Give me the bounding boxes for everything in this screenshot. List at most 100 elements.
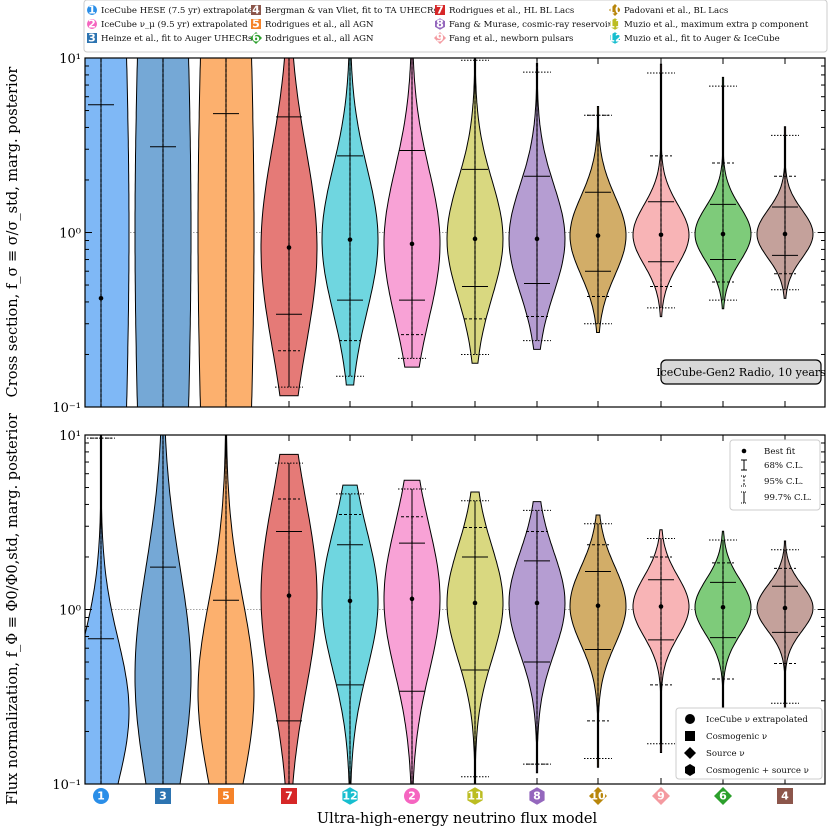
annotation-box — [660, 359, 822, 385]
best-fit-dot-6 — [720, 231, 726, 237]
legend-label-4: Bergman & van Vliet, fit to TA UHECRs — [265, 6, 438, 16]
type-hexagon-label: Cosmogenic + source ν — [706, 766, 809, 776]
legend-marker-3-label: 3 — [88, 32, 96, 45]
violin-6 — [694, 76, 752, 310]
legend-marker-5-label: 5 — [252, 18, 260, 31]
flux-normalization-panel: 10⁻¹ 10⁰ 10¹ — [52, 429, 826, 793]
violin-8 — [508, 58, 566, 350]
best-fit-dot-4 — [782, 231, 788, 237]
x-category-marker-11-label: 11 — [467, 790, 482, 803]
legend-label-1: IceCube HESE (7.5 yr) extrapolated — [101, 5, 259, 16]
best-fit-dot-11 — [472, 600, 478, 606]
best-fit-dot-6 — [720, 604, 726, 610]
cross-section-panel: 10⁻¹ 10⁰ 10¹ — [52, 52, 826, 416]
legend-marker-4-label: 4 — [252, 4, 260, 17]
x-category-marker-1 — [93, 788, 109, 804]
legend-label-10: Padovani et al., BL Lacs — [624, 6, 728, 16]
y-tick-label: 10¹ — [59, 52, 81, 67]
legend-marker-11 — [610, 18, 620, 30]
best-fit-dot-7 — [286, 245, 292, 250]
legend-box — [83, 0, 828, 53]
violin-6 — [694, 530, 752, 741]
violin-5 — [197, 435, 255, 784]
x-category-marker-2-label: 2 — [408, 790, 416, 803]
x-category-marker-8-label: 8 — [533, 790, 541, 803]
violin-9 — [632, 63, 690, 318]
best-fit-dot-1 — [98, 295, 104, 301]
best-fit-dot-7 — [286, 593, 292, 598]
violin-11 — [446, 491, 504, 784]
cl68-label: 68% C.L. — [764, 461, 803, 471]
x-category-marker-1-label: 1 — [97, 790, 105, 803]
square-type-icon — [685, 731, 695, 741]
x-category-marker-5-label: 5 — [222, 790, 230, 803]
legend-marker-5 — [251, 19, 261, 29]
violin-body-1 — [85, 58, 130, 407]
legend-label-3: Heinze et al., fit to Auger UHECRs — [101, 34, 252, 44]
best-fit-dot-8 — [534, 600, 540, 606]
best-fit-dot-9 — [658, 232, 664, 238]
y-tick-label: 10⁻¹ — [52, 401, 81, 416]
best-fit-dot-10 — [595, 233, 601, 238]
x-axis-category-markers: 1 3 5 7 12 2 11 8 10 9 6 4 — [93, 787, 793, 805]
legend-label-8: Fang & Murase, cosmic-ray reservoirs — [449, 20, 616, 30]
best-fit-label: Best fit — [764, 447, 796, 457]
violin-body-1 — [85, 435, 130, 784]
violin-9 — [632, 529, 690, 753]
best-fit-dot-11 — [472, 236, 478, 242]
best-fit-marker-icon — [741, 448, 747, 454]
violin-4 — [756, 126, 814, 299]
y-axis-title-top: Cross section, f_σ ≡ σ/σ_std, marg. post… — [5, 67, 21, 398]
legend-marker-12-label: 12 — [607, 32, 622, 45]
best-fit-dot-12 — [347, 598, 353, 604]
x-category-marker-5 — [218, 788, 234, 804]
legend-marker-1 — [87, 5, 97, 15]
x-category-marker-4 — [777, 788, 793, 804]
violin-10 — [569, 514, 627, 768]
best-fit-dot-2 — [409, 596, 415, 602]
violin-5 — [197, 58, 255, 407]
violin-8 — [508, 501, 566, 774]
best-fit-dot-4 — [782, 605, 788, 611]
legend: 1 IceCube HESE (7.5 yr) extrapolated 2 IceC… — [87, 4, 809, 45]
best-fit-dot-9 — [658, 604, 664, 609]
legend-label-11: Muzio et al., maximum extra p component — [624, 20, 809, 30]
x-category-marker-8 — [529, 787, 545, 805]
x-category-marker-6-label: 6 — [719, 790, 727, 803]
x-category-marker-9 — [652, 787, 670, 805]
best-fit-dot-8 — [534, 236, 540, 242]
y-tick-label: 10⁰ — [59, 227, 81, 242]
violin-1 — [85, 58, 130, 407]
x-category-marker-12 — [342, 787, 358, 805]
legend-marker-9 — [434, 32, 446, 44]
violin-2 — [383, 58, 441, 368]
legend-label-9: Fang et al., newborn pulsars — [449, 34, 573, 44]
legend-marker-4 — [251, 5, 261, 15]
legend-label-5: Rodrigues et al., all AGN — [265, 20, 374, 30]
legend-marker-1-label: 1 — [88, 4, 96, 17]
y-tick-label: 10¹ — [59, 429, 81, 444]
legend-marker-2-label: 2 — [88, 18, 96, 31]
y-axis-title-bottom: Flux normalization, f_Φ ≡ Φ0/Φ0,std, mar… — [5, 413, 21, 805]
x-category-marker-10-label: 10 — [590, 790, 606, 803]
type-legend: IceCube ν extrapolated Cosmogenic ν Sour… — [675, 707, 823, 780]
legend-marker-11-label: 11 — [607, 18, 622, 31]
cl997-label: 99.7% C.L. — [764, 493, 811, 503]
best-fit-dot-12 — [347, 237, 353, 242]
x-category-marker-12-label: 12 — [342, 790, 357, 803]
stats-legend: Best fit 68% C.L. 95% C.L. 99.7% C.L. — [729, 439, 821, 511]
x-category-marker-4-label: 4 — [781, 790, 789, 803]
violin-12 — [321, 484, 379, 784]
violin-12 — [321, 58, 379, 386]
legend-marker-3 — [87, 33, 97, 43]
legend-marker-8 — [435, 18, 445, 30]
legend-marker-8-label: 8 — [436, 18, 444, 31]
type-square-label: Cosmogenic ν — [706, 732, 767, 742]
x-category-marker-6 — [714, 787, 732, 805]
diamond-type-icon — [684, 747, 696, 759]
violin-4 — [756, 540, 814, 713]
x-category-marker-10 — [589, 787, 607, 805]
legend-marker-9-label: 9 — [436, 32, 444, 45]
legend-marker-7-label: 7 — [436, 4, 444, 17]
legend-label-2: IceCube ν_μ (9.5 yr) extrapolated — [101, 19, 248, 30]
